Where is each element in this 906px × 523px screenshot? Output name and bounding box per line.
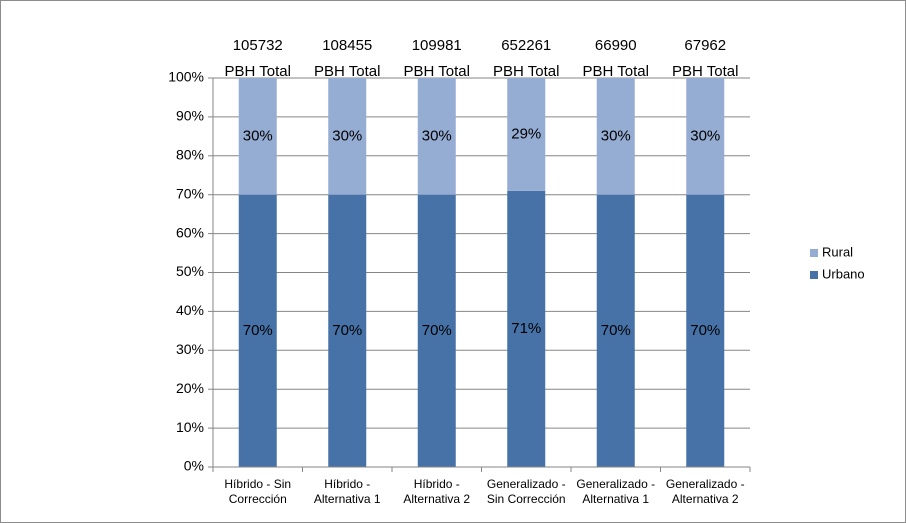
- data-label: 30%: [243, 127, 273, 144]
- y-tick-label: 60%: [176, 224, 204, 240]
- bar-segment: [328, 194, 367, 467]
- x-tick-label: Híbrido -: [414, 477, 460, 491]
- x-tick-label: Alternativa 1: [314, 492, 381, 506]
- total-label: PBH Total: [314, 63, 380, 80]
- x-tick-label: Alternativa 2: [672, 492, 739, 506]
- bar-segment: [328, 78, 367, 195]
- bar-segment: [238, 78, 277, 195]
- y-tick-label: 100%: [168, 69, 204, 85]
- bar-segment: [686, 78, 725, 195]
- data-label: 30%: [690, 127, 720, 144]
- x-tick-label: Alternativa 2: [403, 492, 470, 506]
- y-tick-label: 10%: [176, 419, 204, 435]
- bar-segment: [507, 78, 546, 191]
- bar-segment: [238, 194, 277, 467]
- x-tick-label: Corrección: [229, 492, 287, 506]
- bar-segment: [417, 78, 456, 195]
- bar-segment: [507, 190, 546, 467]
- y-tick-label: 50%: [176, 263, 204, 279]
- total-value: 67962: [684, 37, 726, 54]
- total-value: 109981: [412, 37, 462, 54]
- total-label: PBH Total: [672, 63, 738, 80]
- x-tick-label: Híbrido -: [324, 477, 370, 491]
- data-label: 30%: [332, 127, 362, 144]
- total-label: PBH Total: [493, 63, 559, 80]
- y-tick-label: 90%: [176, 108, 204, 124]
- data-label: 70%: [422, 322, 452, 339]
- legend-swatch: [810, 249, 818, 257]
- bar-segment: [417, 194, 456, 467]
- data-label: 30%: [422, 127, 452, 144]
- data-label: 29%: [511, 125, 541, 142]
- x-tick-label: Alternativa 1: [582, 492, 649, 506]
- y-tick-label: 40%: [176, 302, 204, 318]
- data-label: 70%: [332, 322, 362, 339]
- data-label: 70%: [690, 322, 720, 339]
- x-tick-label: Generalizado -: [487, 477, 566, 491]
- total-value: 66990: [595, 37, 637, 54]
- total-value: 108455: [322, 37, 372, 54]
- y-tick-label: 80%: [176, 147, 204, 163]
- x-tick-label: Generalizado -: [576, 477, 655, 491]
- total-label: PBH Total: [404, 63, 470, 80]
- x-tick-label: Generalizado -: [666, 477, 745, 491]
- total-label: PBH Total: [225, 63, 291, 80]
- x-tick-label: Sin Corrección: [487, 492, 566, 506]
- legend-label: Urbano: [822, 266, 865, 281]
- legend-swatch: [810, 271, 818, 279]
- x-tick-label: Híbrido - Sin: [224, 477, 291, 491]
- total-value: 652261: [501, 37, 551, 54]
- data-label: 30%: [601, 127, 631, 144]
- y-tick-label: 30%: [176, 341, 204, 357]
- y-tick-label: 0%: [184, 458, 204, 474]
- total-value: 105732: [233, 37, 283, 54]
- bar-segment: [596, 194, 635, 467]
- data-label: 70%: [601, 322, 631, 339]
- legend-label: Rural: [822, 244, 853, 259]
- y-tick-label: 20%: [176, 380, 204, 396]
- data-label: 71%: [511, 320, 541, 337]
- bar-segment: [596, 78, 635, 195]
- total-label: PBH Total: [583, 63, 649, 80]
- bar-segment: [686, 194, 725, 467]
- data-label: 70%: [243, 322, 273, 339]
- y-tick-label: 70%: [176, 185, 204, 201]
